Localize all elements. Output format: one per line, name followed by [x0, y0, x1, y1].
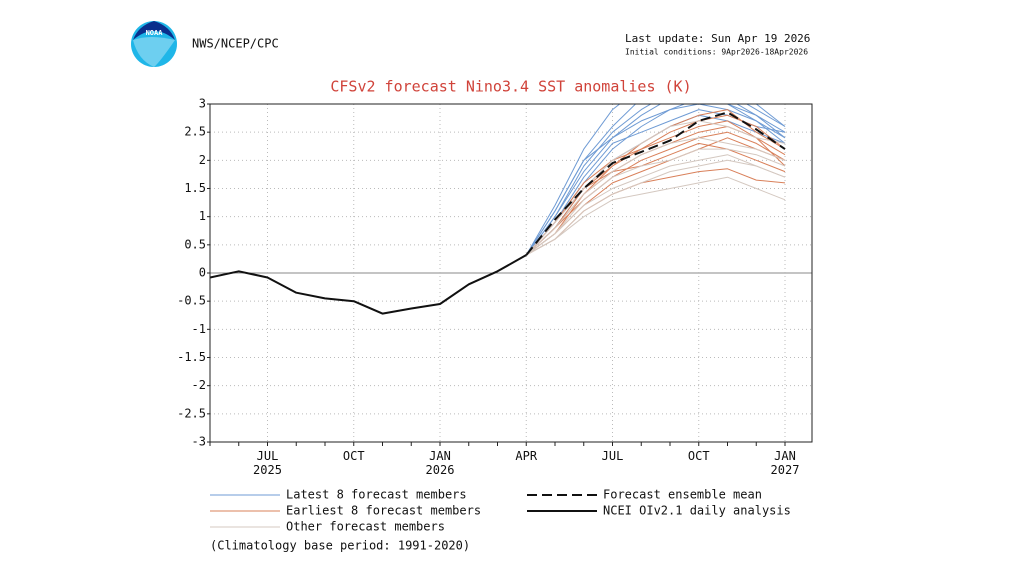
legend-label: Earliest 8 forecast members [286, 504, 481, 518]
series-line [526, 154, 786, 256]
y-tick-label: -2.5 [177, 406, 206, 420]
y-tick-label: -2 [192, 378, 206, 392]
series-line [525, 104, 786, 256]
noaa-logo: NOAA [131, 21, 177, 67]
y-tick-label: 2.5 [184, 125, 206, 139]
y-tick-label: 0 [199, 266, 206, 280]
climatology-note: (Climatology base period: 1991-2020) [210, 539, 470, 553]
y-tick-label: -0.5 [177, 294, 206, 308]
agency: NWS/NCEP/CPC [192, 37, 279, 51]
series-line [525, 104, 786, 256]
x-tick-label: OCT [343, 449, 365, 463]
x-tick-label: JUL [602, 449, 624, 463]
series-line [526, 148, 786, 256]
y-tick-label: -1.5 [177, 350, 206, 364]
series-line [525, 137, 786, 256]
svg-text:NOAA: NOAA [146, 29, 164, 37]
series-line [525, 111, 786, 256]
chart-title: CFSv2 forecast Nino3.4 SST anomalies (K) [330, 78, 691, 96]
series-line [525, 104, 786, 256]
series-line [526, 168, 786, 256]
legend-label: Forecast ensemble mean [603, 488, 762, 502]
initial-conditions: Initial conditions: 9Apr2026-18Apr2026 [625, 48, 808, 57]
y-tick-label: 2 [199, 153, 206, 167]
x-tick-label: OCT [688, 449, 710, 463]
series-line [526, 137, 786, 256]
series-line [526, 176, 786, 256]
plot-area [210, 104, 812, 442]
series-line [525, 104, 786, 256]
legend-label: Latest 8 forecast members [286, 488, 467, 502]
series-line [526, 159, 786, 256]
legend-label: NCEI OIv2.1 daily analysis [603, 504, 791, 518]
series-line [525, 142, 786, 256]
y-tick-label: 1 [199, 209, 206, 223]
series-line [210, 254, 527, 315]
x-tick-label: JUL 2025 [253, 449, 282, 477]
y-tick-label: -3 [192, 435, 206, 449]
y-tick-label: -1 [192, 322, 206, 336]
series-line [525, 104, 786, 256]
y-tick-label: 1.5 [184, 181, 206, 195]
last-update: Last update: Sun Apr 19 2026 [625, 32, 810, 45]
legend-label: Other forecast members [286, 520, 445, 534]
y-tick-label: 3 [199, 97, 206, 111]
x-tick-label: JAN 2027 [771, 449, 800, 477]
x-tick-label: JAN 2026 [426, 449, 455, 477]
y-tick-label: 0.5 [184, 237, 206, 251]
x-tick-label: APR [515, 449, 537, 463]
